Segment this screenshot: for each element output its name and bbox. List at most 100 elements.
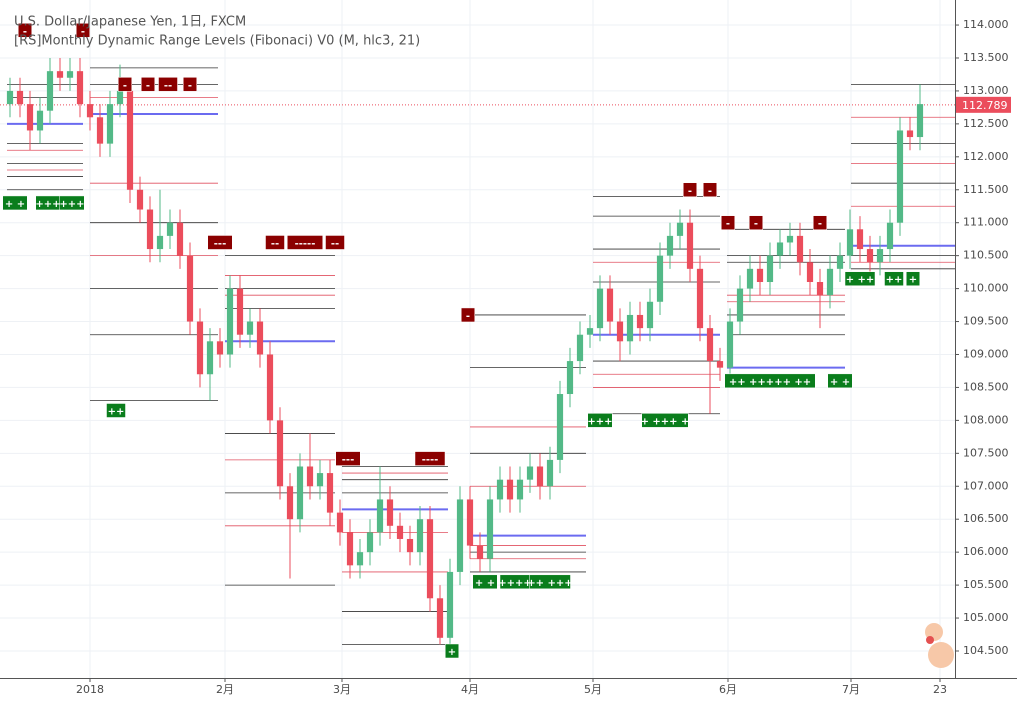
- candle-body: [256, 321, 264, 355]
- signal-label: + +: [830, 377, 850, 388]
- signal-label: -: [754, 219, 758, 230]
- signal-box: [472, 574, 498, 590]
- candle-body: [416, 519, 424, 553]
- candle-body: [616, 321, 624, 342]
- candle-body: [626, 314, 634, 342]
- signal-label: -: [466, 311, 470, 322]
- signal-box: [749, 215, 763, 230]
- candle-body: [356, 552, 364, 566]
- signal-label: -: [726, 219, 730, 230]
- signal-label: -: [688, 186, 692, 197]
- signal-label: +: [909, 275, 917, 286]
- candle-body: [596, 288, 604, 329]
- candle-body: [486, 499, 494, 559]
- signal-box: [461, 307, 475, 323]
- candle-body: [886, 222, 894, 250]
- signal-box: [183, 77, 197, 92]
- signal-label: -: [23, 26, 27, 37]
- candle-body: [776, 242, 784, 256]
- signal-label: ++++: [498, 578, 532, 589]
- signal-label: --: [331, 238, 339, 249]
- y-tick-label: 106.500: [963, 512, 1009, 525]
- signal-box: [683, 182, 697, 198]
- candle-body: [846, 229, 854, 256]
- y-tick-label: 110.500: [963, 249, 1009, 262]
- signal-label: ----: [422, 455, 439, 466]
- signal-label: + +: [5, 199, 25, 210]
- candle-body: [266, 354, 274, 421]
- candle-body: [696, 268, 704, 329]
- signal-box: [587, 413, 613, 428]
- candle-body: [546, 459, 554, 487]
- signal-box: [18, 23, 32, 38]
- signal-label: ---: [214, 238, 226, 249]
- x-tick-label: 4月: [461, 683, 479, 696]
- signal-box: [813, 215, 827, 230]
- candle-body: [396, 525, 404, 539]
- signal-box: [59, 195, 85, 211]
- x-tick-label: 23: [933, 683, 947, 696]
- signal-box: [287, 235, 323, 250]
- signal-box: [884, 271, 904, 286]
- signal-label: + +++ +: [641, 416, 690, 427]
- candle-body: [496, 479, 504, 500]
- y-tick-label: 106.000: [963, 545, 1009, 558]
- x-tick-label: 7月: [842, 683, 860, 696]
- candle-body: [306, 466, 314, 487]
- x-tick-label: 2月: [216, 683, 234, 696]
- candle-body: [566, 361, 574, 395]
- x-tick-label: 5月: [584, 683, 602, 696]
- y-tick-label: 114.000: [963, 18, 1009, 31]
- signal-label: --: [271, 238, 279, 249]
- candle-body: [896, 130, 904, 223]
- candle-body: [6, 90, 14, 105]
- y-tick-label: 111.500: [963, 183, 1009, 196]
- candle-body: [796, 235, 804, 263]
- y-tick-label: 107.500: [963, 446, 1009, 459]
- signal-label: -: [146, 80, 150, 91]
- signal-box: [141, 77, 155, 92]
- x-tick-label: 2018: [76, 683, 104, 696]
- candle-body: [586, 328, 594, 335]
- candle-body: [746, 268, 754, 289]
- y-tick-label: 109.000: [963, 347, 1009, 360]
- signal-box: [703, 182, 717, 198]
- candle-body: [96, 117, 104, 144]
- y-tick-label: 105.000: [963, 611, 1009, 624]
- signal-box: [335, 451, 361, 466]
- candle-body: [106, 104, 114, 144]
- signal-box: [906, 271, 920, 286]
- y-tick-label: 109.500: [963, 315, 1009, 328]
- candle-body: [296, 466, 304, 520]
- signal-label: ++ +++: [527, 578, 572, 589]
- signal-label: + +: [475, 578, 495, 589]
- signal-label: -: [123, 80, 127, 91]
- candle-body: [656, 255, 664, 302]
- candle-body: [76, 71, 84, 105]
- signal-label: ++: [886, 275, 903, 286]
- candle-body: [766, 255, 774, 283]
- signal-box: [721, 215, 735, 230]
- candle-body: [556, 394, 564, 460]
- candle-body: [386, 499, 394, 526]
- signal-box: [118, 77, 132, 92]
- signal-box: [207, 235, 233, 250]
- candle-body: [26, 104, 34, 131]
- candle-body: [236, 288, 244, 335]
- y-tick-label: 112.000: [963, 150, 1009, 163]
- candle-body: [206, 341, 214, 375]
- signal-box: [827, 373, 853, 389]
- candle-body: [666, 235, 674, 256]
- candle-body: [436, 598, 444, 638]
- candle-body: [166, 222, 174, 236]
- candle-body: [876, 249, 884, 263]
- candle-body: [916, 104, 924, 138]
- candle-body: [636, 314, 644, 329]
- candle-body: [186, 255, 194, 322]
- signal-box: [529, 574, 571, 590]
- signal-label: -: [81, 26, 85, 37]
- candle-body: [126, 90, 134, 190]
- y-tick-label: 108.500: [963, 380, 1009, 393]
- candle-body: [426, 519, 434, 599]
